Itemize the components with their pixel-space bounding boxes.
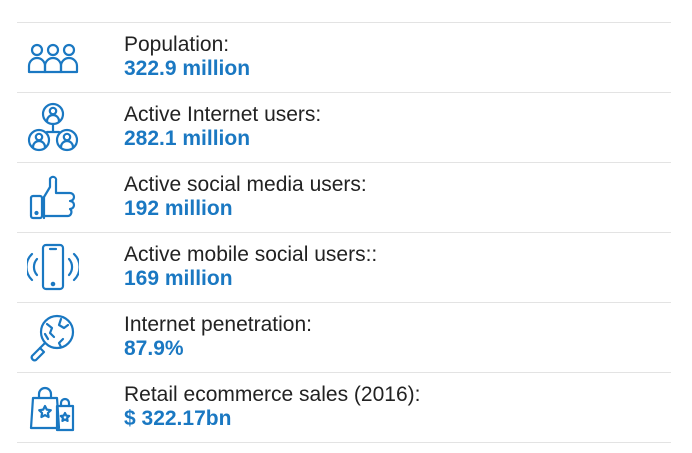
network-users-icon — [27, 102, 79, 154]
stat-text: Internet penetration: 87.9% — [124, 313, 671, 361]
stat-label: Active Internet users: — [124, 103, 322, 126]
stat-text: Active mobile social users:: 169 million — [124, 243, 671, 291]
stat-text: Population: 322.9 million — [124, 33, 671, 81]
stat-row-mobile-social: Active mobile social users:: 169 million — [17, 233, 671, 303]
stat-label: Retail ecommerce sales (2016): — [124, 383, 421, 406]
stat-label: Active mobile social users:: — [124, 243, 378, 266]
stat-text: Active Internet users: 282.1 million — [124, 103, 671, 151]
stat-value: 322.9 million — [124, 57, 251, 80]
stat-row-internet-users: Active Internet users: 282.1 million — [17, 93, 671, 163]
stat-label: Internet penetration: — [124, 313, 312, 336]
stat-value: 169 million — [124, 267, 233, 290]
thumbs-up-phone-icon — [27, 172, 79, 224]
vibrating-phone-icon — [27, 242, 79, 294]
stats-list: Population: 322.9 million Active Interne… — [17, 22, 671, 443]
shopping-bags-icon — [27, 382, 79, 434]
population-icon — [27, 32, 79, 84]
stat-row-internet-penetration: Internet penetration: 87.9% — [17, 303, 671, 373]
stat-value: 87.9% — [124, 337, 184, 360]
stat-row-retail-ecommerce: Retail ecommerce sales (2016): $ 322.17b… — [17, 373, 671, 443]
stat-label: Population: — [124, 33, 230, 56]
stat-text: Retail ecommerce sales (2016): $ 322.17b… — [124, 383, 671, 431]
stat-value: 282.1 million — [124, 127, 251, 150]
stat-label: Active social media users: — [124, 173, 367, 196]
stat-value: $ 322.17bn — [124, 407, 232, 430]
stat-row-social-media: Active social media users: 192 million — [17, 163, 671, 233]
stat-value: 192 million — [124, 197, 233, 220]
globe-magnifier-icon — [27, 312, 79, 364]
top-divider — [17, 22, 671, 23]
stat-text: Active social media users: 192 million — [124, 173, 671, 221]
stat-row-population: Population: 322.9 million — [17, 23, 671, 93]
